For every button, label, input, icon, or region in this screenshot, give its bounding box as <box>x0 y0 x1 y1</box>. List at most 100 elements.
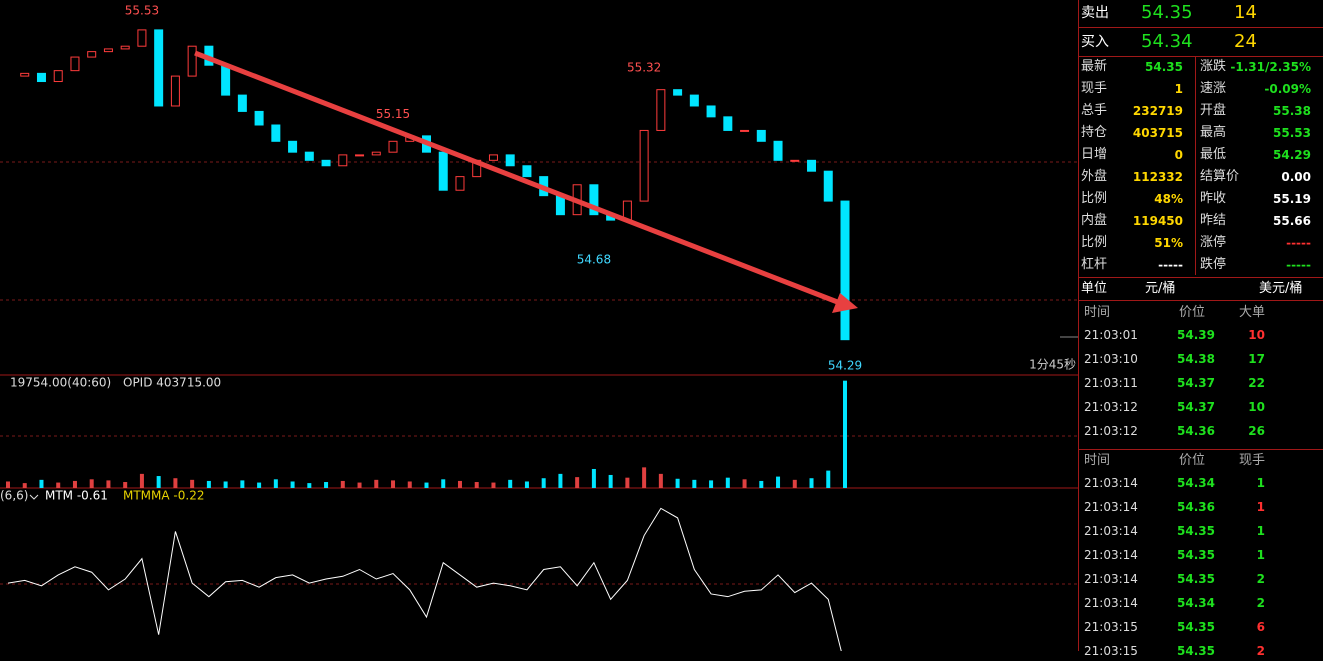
candle <box>823 170 833 202</box>
trade-qty: 26 <box>1248 424 1265 438</box>
volume-bar <box>374 479 379 488</box>
row-border <box>1079 449 1323 450</box>
trade-qty: 10 <box>1248 328 1265 342</box>
candle <box>137 29 147 47</box>
volume-bar <box>675 478 680 488</box>
price-label: 55.53 <box>125 4 159 18</box>
volume-bar <box>139 473 144 488</box>
volume-bar <box>206 480 211 488</box>
volume-bar <box>6 481 10 488</box>
row-border <box>1079 277 1323 278</box>
stat-label: 结算价 <box>1200 169 1240 184</box>
volume-bar <box>692 479 697 488</box>
price-label: 55.15 <box>376 107 410 121</box>
stat-label: 杠杆 <box>1081 257 1108 272</box>
candle <box>154 29 164 107</box>
volume-bar <box>591 468 596 488</box>
row-border <box>1079 56 1323 57</box>
trade-price: 54.36 <box>1177 500 1215 514</box>
volume-bar <box>324 482 329 488</box>
volume-bar <box>725 477 730 488</box>
trade-qty: 22 <box>1248 376 1265 390</box>
volume-bar <box>759 480 764 488</box>
divider <box>1078 0 1079 651</box>
mtm-legend: MTM -0.61 <box>45 489 108 503</box>
table-header: 价位 <box>1179 453 1206 468</box>
volume-bar <box>173 478 178 488</box>
trade-qty: 1 <box>1256 524 1265 538</box>
stat-value: 54.29 <box>1273 148 1311 162</box>
stat-label: 持仓 <box>1081 125 1108 140</box>
trade-price: 54.35 <box>1177 524 1215 538</box>
trade-time: 21:03:14 <box>1084 524 1138 538</box>
candle <box>221 64 231 96</box>
candle <box>488 154 498 161</box>
stat-label: 内盘 <box>1081 213 1108 228</box>
volume-bar <box>558 473 563 488</box>
candle <box>355 154 365 157</box>
volume-bar <box>575 477 580 488</box>
quote-panel: 卖出 54.35 14 买入 54.34 24 最新 54.35 涨跌 -1.31/2.35% 现手… <box>1079 0 1323 658</box>
candle <box>170 75 180 107</box>
quote-qty: 24 <box>1234 31 1257 52</box>
volume-bar <box>156 476 161 488</box>
stat-label: 涨跌 <box>1200 59 1227 74</box>
price-label: 55.32 <box>627 61 661 75</box>
quote-label: 卖出 <box>1081 5 1109 21</box>
trade-time: 21:03:15 <box>1084 620 1138 634</box>
price-label: 54.68 <box>577 253 611 267</box>
volume-bar <box>457 480 462 488</box>
stat-value: 54.35 <box>1145 60 1183 74</box>
trade-qty: 1 <box>1256 548 1265 562</box>
quote-label: 买入 <box>1081 34 1109 50</box>
stat-label: 现手 <box>1081 81 1108 96</box>
candle <box>756 129 766 142</box>
volume-bar <box>39 479 44 488</box>
candle <box>237 94 247 112</box>
volume-bar <box>273 479 278 488</box>
volume-bar <box>826 470 831 488</box>
candle <box>53 70 63 83</box>
candle <box>790 159 800 162</box>
candle <box>455 176 465 191</box>
candle <box>723 116 733 131</box>
trade-qty: 10 <box>1248 400 1265 414</box>
stat-value: 119450 <box>1132 214 1183 228</box>
volume-bar <box>357 482 362 488</box>
unit-a: 元/桶 <box>1145 281 1176 296</box>
trade-qty: 17 <box>1248 352 1265 366</box>
trade-qty: 2 <box>1256 596 1265 610</box>
trade-qty: 1 <box>1256 476 1265 490</box>
candle <box>103 48 113 53</box>
stat-label: 开盘 <box>1200 103 1227 118</box>
candle <box>522 165 532 178</box>
row-border <box>1079 27 1323 28</box>
col-divider <box>1195 57 1196 275</box>
trade-price: 54.35 <box>1177 644 1215 658</box>
volume-bar <box>508 479 513 488</box>
stat-value: 0.00 <box>1281 170 1311 184</box>
volume-bar <box>625 477 630 488</box>
volume-bar <box>474 482 479 488</box>
volume-bar <box>642 467 647 488</box>
trade-price: 54.38 <box>1177 352 1215 366</box>
price-label: 54.29 <box>828 358 862 372</box>
stat-label: 比例 <box>1081 235 1108 250</box>
mtmma-legend: MTMMA -0.22 <box>123 489 204 503</box>
table-header: 现手 <box>1239 453 1266 468</box>
candle <box>589 184 599 216</box>
volume-bar <box>441 479 446 488</box>
trade-qty: 1 <box>1256 500 1265 514</box>
row-border <box>1079 300 1323 301</box>
candle <box>438 151 448 191</box>
candle <box>120 45 130 50</box>
stat-label: 外盘 <box>1081 169 1108 184</box>
volume-bar <box>809 478 814 488</box>
stat-value: 403715 <box>1132 126 1183 140</box>
volume-bar <box>290 481 295 488</box>
stat-label: 最高 <box>1200 125 1227 140</box>
trade-price: 54.35 <box>1177 548 1215 562</box>
volume-bar <box>340 480 345 488</box>
volume-bar <box>709 480 714 488</box>
trade-time: 21:03:12 <box>1084 400 1138 414</box>
